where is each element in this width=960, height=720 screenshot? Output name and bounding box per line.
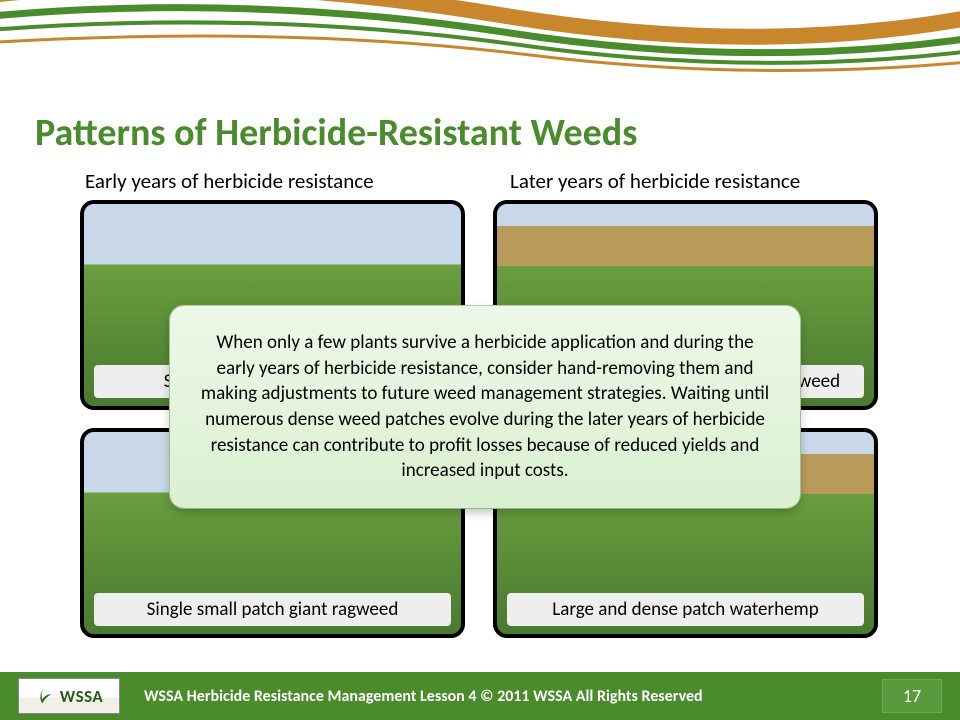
footer-text: WSSA Herbicide Resistance Management Les… xyxy=(144,687,882,706)
column-label-right: Later years of herbicide resistance xyxy=(510,168,800,194)
leaf-icon xyxy=(35,685,57,707)
wssa-logo: WSSA xyxy=(18,678,120,714)
logo-text: WSSA xyxy=(60,686,104,707)
photo-caption: Single small patch giant ragweed xyxy=(94,593,451,626)
column-label-left: Early years of herbicide resistance xyxy=(85,168,374,194)
decorative-waves xyxy=(0,0,960,85)
callout-box: When only a few plants survive a herbici… xyxy=(170,306,800,508)
footer-bar: WSSA WSSA Herbicide Resistance Managemen… xyxy=(0,672,960,720)
page-number: 17 xyxy=(882,679,942,713)
page-title: Patterns of Herbicide-Resistant Weeds xyxy=(35,110,637,156)
photo-caption: Large and dense patch waterhemp xyxy=(507,593,864,626)
